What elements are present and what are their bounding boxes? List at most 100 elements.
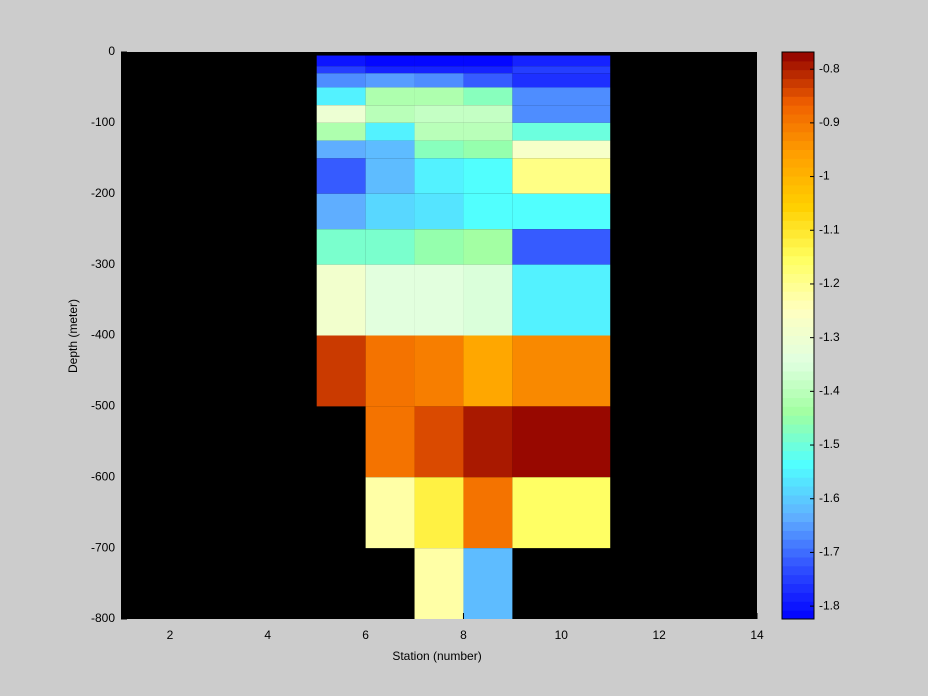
colorbar-swatch	[782, 69, 814, 80]
colorbar-swatch	[782, 326, 814, 336]
cell	[414, 105, 464, 123]
colorbar-swatch	[782, 450, 814, 461]
colorbar-tick-label: -1.3	[819, 330, 840, 344]
x-tick-label: 2	[167, 628, 174, 642]
colorbar-swatch	[782, 300, 814, 310]
colorbar-swatch	[782, 370, 814, 381]
cell	[365, 229, 415, 265]
cell	[414, 406, 464, 478]
cell	[463, 87, 513, 106]
colorbar-swatch	[782, 388, 814, 399]
colorbar-swatch	[782, 167, 814, 177]
colorbar-swatch	[782, 140, 814, 150]
y-tick-label: 0	[108, 44, 115, 58]
colorbar-swatch	[782, 477, 814, 487]
cell	[463, 140, 513, 159]
colorbar-tick-label: -1.7	[819, 545, 840, 559]
colorbar-swatch	[782, 335, 814, 345]
cell	[316, 66, 366, 74]
cell	[414, 193, 464, 230]
colorbar-swatch	[782, 459, 814, 469]
colorbar-swatch	[782, 406, 814, 416]
y-tick-label: -700	[91, 540, 115, 554]
colorbar-swatch	[782, 530, 814, 540]
colorbar-swatch	[782, 184, 814, 195]
cell	[512, 122, 611, 141]
colorbar-swatch	[782, 87, 814, 97]
cell	[365, 122, 415, 141]
cell	[463, 264, 513, 336]
colorbar-swatch	[782, 246, 814, 257]
x-tick-label: 8	[460, 628, 467, 642]
colorbar-swatch	[782, 273, 814, 283]
colorbar-swatch	[782, 503, 814, 514]
colorbar-swatch	[782, 424, 814, 434]
cell	[316, 158, 366, 194]
colorbar-swatch	[782, 52, 814, 62]
cell	[463, 335, 513, 407]
cell	[512, 55, 611, 67]
cell	[414, 335, 464, 407]
cell	[512, 66, 611, 74]
cell	[414, 55, 464, 67]
colorbar-frame	[781, 51, 815, 620]
cell	[414, 477, 464, 549]
colorbar-swatch	[782, 317, 814, 328]
cell	[414, 66, 464, 74]
cell	[414, 140, 464, 159]
x-axis-label: Station (number)	[392, 649, 481, 663]
cell	[365, 140, 415, 159]
cell	[414, 73, 464, 88]
colorbar-swatch	[782, 512, 814, 523]
colorbar-swatch	[782, 176, 814, 186]
cell	[365, 335, 415, 407]
colorbar-swatch	[782, 282, 814, 292]
cell	[414, 87, 464, 106]
cell	[463, 477, 513, 549]
colorbar-swatch	[782, 556, 814, 567]
y-tick-label: -800	[91, 611, 115, 625]
x-tick-label: 6	[362, 628, 369, 642]
cell	[463, 406, 513, 478]
y-tick-label: -100	[91, 115, 115, 129]
colorbar-swatch	[782, 96, 814, 106]
x-tick-label: 10	[555, 628, 569, 642]
colorbar-swatch	[782, 583, 814, 593]
y-tick-label: -400	[91, 328, 115, 342]
colorbar-swatch	[782, 353, 814, 363]
cell	[365, 105, 415, 123]
cell	[365, 73, 415, 88]
cell	[316, 229, 366, 265]
colorbar-tick-label: -1.6	[819, 491, 840, 505]
cell	[512, 264, 611, 336]
colorbar-swatch	[782, 521, 814, 531]
colorbar-swatch	[782, 441, 814, 452]
cell	[512, 477, 611, 549]
colorbar-tick-label: -0.8	[819, 61, 840, 75]
cell	[512, 140, 611, 159]
colorbar-swatch	[782, 344, 814, 354]
colorbar-swatch	[782, 362, 814, 372]
cell	[414, 264, 464, 336]
cell	[365, 55, 415, 67]
cell	[316, 55, 366, 67]
colorbar-tick-label: -1.5	[819, 437, 840, 451]
y-tick-label: -500	[91, 399, 115, 413]
cell	[316, 140, 366, 159]
cell	[365, 87, 415, 106]
colorbar-swatch	[782, 149, 814, 159]
cell	[512, 158, 611, 194]
y-tick-label: -200	[91, 186, 115, 200]
cell	[365, 66, 415, 74]
cell	[316, 73, 366, 88]
cell	[316, 87, 366, 106]
colorbar-swatch	[782, 565, 814, 576]
cell	[365, 158, 415, 194]
colorbar-swatch	[782, 432, 814, 443]
colorbar-tick-label: -1	[819, 169, 830, 183]
cell	[463, 66, 513, 74]
colorbar-swatch	[782, 202, 814, 212]
colorbar-tick-label: -1.1	[819, 222, 840, 236]
cell	[512, 87, 611, 106]
colorbar-swatch	[782, 131, 814, 142]
